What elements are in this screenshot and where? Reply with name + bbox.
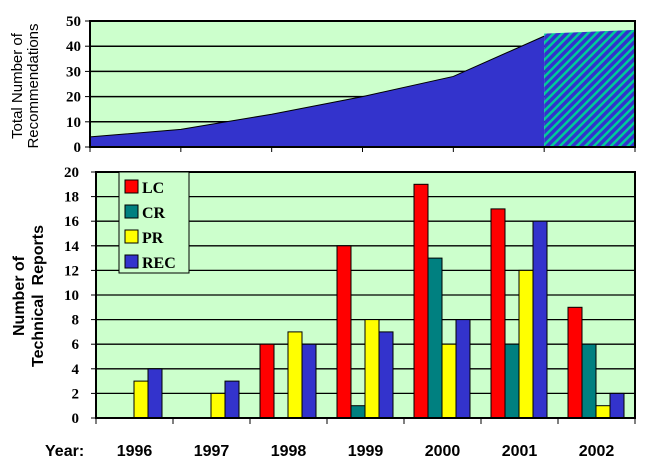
bar-cr-1999 xyxy=(350,405,366,419)
bar-pr-2002 xyxy=(595,405,611,419)
bar-rec-2001 xyxy=(532,220,548,419)
bar-pr-1999 xyxy=(364,319,380,419)
bar-pr-1996 xyxy=(133,380,149,419)
technical-reports-bar-chart: 0 2 4 6 8 10 12 14 16 18 20 1996 1997 1998 1999 2000 200… xyxy=(64,165,636,460)
y-tick-label: 0 xyxy=(72,411,80,427)
bar-rec-1996 xyxy=(147,368,163,419)
recommendations-area-chart: 0 10 20 30 40 50 xyxy=(66,14,636,156)
legend-swatch-pr xyxy=(124,229,139,244)
y-tick-label: 20 xyxy=(66,90,81,106)
bar-pr-1997 xyxy=(210,392,226,419)
bar-pr-1998 xyxy=(287,331,303,419)
area-series-outline xyxy=(89,35,545,138)
y-tick-label: 8 xyxy=(72,313,80,329)
bar-lc-1999 xyxy=(336,245,352,419)
y-tick-label: 20 xyxy=(64,165,79,181)
y-tick-label: 4 xyxy=(72,362,80,378)
y-tick-label: 12 xyxy=(64,263,79,279)
top-y-axis-label-line2: Recommendations xyxy=(25,23,42,148)
y-tick-label: 18 xyxy=(64,190,79,206)
bar-cr-2001 xyxy=(504,343,520,419)
bar-cr-2002 xyxy=(581,343,597,419)
y-tick-label: 10 xyxy=(64,288,79,304)
x-tick-label: 2000 xyxy=(425,443,461,460)
bar-lc-2000 xyxy=(413,183,429,419)
x-tick-label: 1998 xyxy=(271,443,307,460)
x-axis-label: Year: xyxy=(45,443,84,460)
projected-area xyxy=(544,29,635,147)
bottom-y-axis-label-line1: Number of xyxy=(11,255,28,336)
bar-pr-2001 xyxy=(518,269,534,419)
x-tick-label: 1996 xyxy=(117,443,153,460)
bar-rec-2002 xyxy=(609,392,625,419)
y-tick-label: 0 xyxy=(74,140,82,156)
bar-rec-1998 xyxy=(301,343,317,419)
top-y-axis-label-line1: Total Number of xyxy=(9,32,26,139)
bottom-y-axis-label-line2: Technical Reports xyxy=(30,225,47,367)
legend-swatch-cr xyxy=(124,204,139,219)
legend-label-lc: LC xyxy=(142,180,164,197)
y-tick-label: 40 xyxy=(66,39,81,55)
y-tick-label: 6 xyxy=(72,337,80,353)
y-tick-label: 2 xyxy=(72,386,80,402)
bar-lc-2002 xyxy=(567,306,583,419)
y-tick-label: 14 xyxy=(64,239,80,255)
legend-label-pr: PR xyxy=(142,230,164,247)
y-tick-label: 30 xyxy=(66,64,81,80)
x-tick-label: 2001 xyxy=(502,443,538,460)
legend-swatch-rec xyxy=(124,254,139,269)
legend-swatch-lc xyxy=(124,179,139,194)
bar-pr-2000 xyxy=(441,343,457,419)
bar-rec-1999 xyxy=(378,331,394,419)
y-tick-label: 16 xyxy=(64,214,80,230)
bar-lc-2001 xyxy=(490,208,506,419)
legend-label-rec: REC xyxy=(142,255,176,272)
plot-border xyxy=(95,171,636,419)
y-tick-label: 10 xyxy=(66,115,81,131)
legend: LC CR PR REC xyxy=(118,171,190,274)
bar-cr-2000 xyxy=(427,257,443,419)
legend-label-cr: CR xyxy=(142,205,166,222)
x-tick-label: 1997 xyxy=(194,443,230,460)
area-series xyxy=(90,36,545,148)
bar-rec-1997 xyxy=(224,380,240,419)
x-tick-label: 2002 xyxy=(579,443,615,460)
bar-lc-1998 xyxy=(259,343,275,419)
x-tick-label: 1999 xyxy=(348,443,384,460)
y-tick-label: 50 xyxy=(66,14,81,30)
bar-rec-2000 xyxy=(455,319,471,419)
